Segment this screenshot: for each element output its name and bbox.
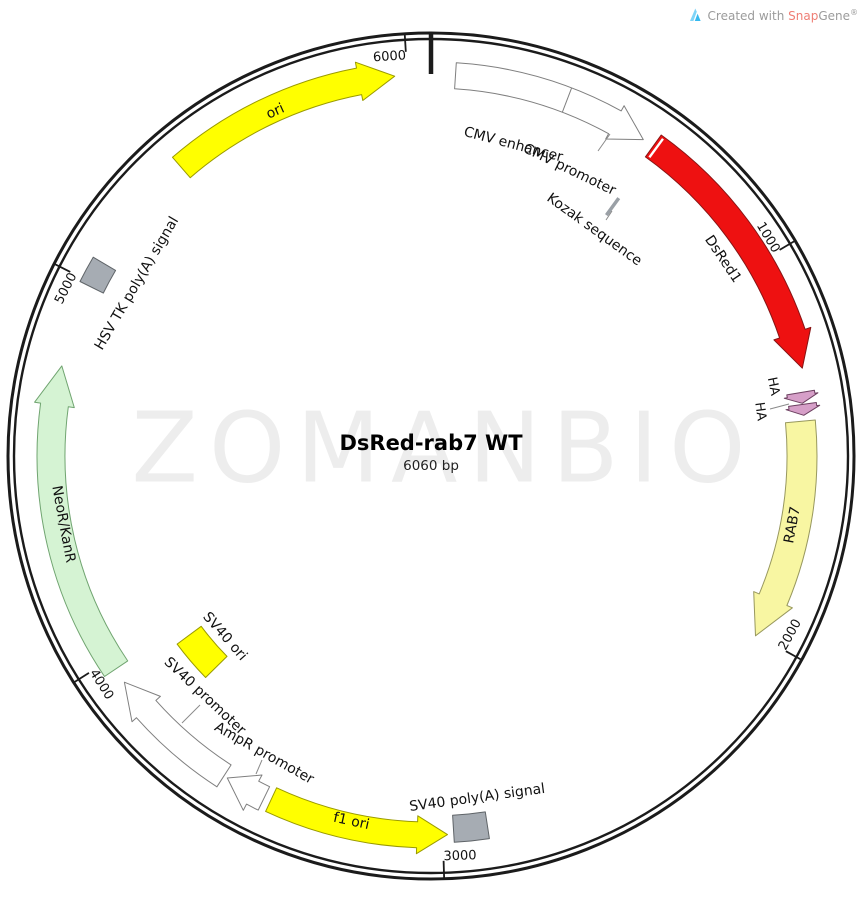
tick-2000 bbox=[785, 650, 803, 661]
feature-label-ampr-promoter: AmpR promoter bbox=[212, 719, 317, 788]
feature-open-arrow-ampr-promoter[interactable] bbox=[226, 774, 271, 811]
feature-arrow-neor-kanr[interactable] bbox=[34, 365, 129, 677]
feature-label-ha-1: HA bbox=[764, 376, 782, 397]
cmv-promoter-pointer bbox=[597, 133, 611, 152]
feature-arrow-rab7[interactable] bbox=[753, 419, 818, 637]
credit-registered: ® bbox=[850, 7, 858, 17]
feature-notch-dsred1 bbox=[648, 138, 664, 159]
plasmid-title-block: DsRed-rab7 WT 6060 bp bbox=[339, 431, 522, 474]
tick-label-3000: 3000 bbox=[443, 848, 477, 864]
feature-arrow-ori[interactable] bbox=[172, 61, 396, 179]
tick-1000 bbox=[779, 239, 796, 251]
tick-5000 bbox=[53, 262, 71, 273]
ha-2-pointer bbox=[769, 403, 790, 410]
feature-label-rab7: RAB7 bbox=[781, 505, 804, 545]
feature-box-sv40-ori[interactable] bbox=[176, 625, 228, 678]
feature-label-kozak-sequence: Kozak sequence bbox=[544, 190, 645, 269]
watermark: ZOMANBIO bbox=[131, 391, 757, 505]
feature-box-hsv-tk-polya-signal[interactable] bbox=[79, 256, 117, 294]
tick-label-5000: 5000 bbox=[52, 270, 80, 306]
feature-label-ori: ori bbox=[264, 100, 287, 122]
feature-open-arrow-cmv-enhancer-promoter[interactable] bbox=[454, 62, 644, 141]
feature-label-f1-ori: f1 ori bbox=[332, 810, 371, 833]
credit-brand-snap: Snap bbox=[788, 8, 819, 23]
tick-4000 bbox=[73, 672, 90, 684]
credit-prefix: Created with bbox=[707, 8, 789, 23]
tick-label-6000: 6000 bbox=[373, 48, 407, 65]
snapgene-logo-icon bbox=[689, 8, 701, 21]
ampr-promoter-pointer bbox=[255, 759, 263, 775]
feature-arrow-dsred1[interactable] bbox=[644, 134, 812, 369]
credit-text: Created with SnapGene® bbox=[708, 8, 858, 23]
feature-label-cmv-promoter: CMV promoter bbox=[521, 141, 619, 199]
feature-arrow-f1-ori[interactable] bbox=[265, 787, 448, 855]
feature-open-arrow-sv40-promoter[interactable] bbox=[123, 681, 232, 788]
tick-3000 bbox=[442, 860, 446, 879]
sv40-promoter-pointer bbox=[181, 704, 201, 724]
plasmid-size: 6060 bp bbox=[403, 458, 459, 474]
feature-box-sv40-polya-signal[interactable] bbox=[452, 811, 490, 843]
feature-label-ha-2: HA bbox=[751, 401, 768, 422]
feature-label-sv40-polya-signal: SV40 poly(A) signal bbox=[408, 781, 546, 815]
feature-arrow-ha-tag-2[interactable] bbox=[785, 402, 821, 416]
tick-6000 bbox=[403, 33, 407, 52]
feature-arrow-ha-tag-1[interactable] bbox=[783, 389, 819, 404]
kozak-pointer bbox=[605, 210, 613, 221]
feature-marker-kozak-sequence[interactable] bbox=[604, 197, 621, 217]
snapgene-credit: Created with SnapGene® bbox=[687, 7, 858, 23]
credit-brand-gene: Gene bbox=[818, 8, 850, 23]
feature-divider-cmv-enhancer-promoter bbox=[561, 87, 573, 113]
plasmid-name: DsRed-rab7 WT bbox=[339, 431, 523, 455]
